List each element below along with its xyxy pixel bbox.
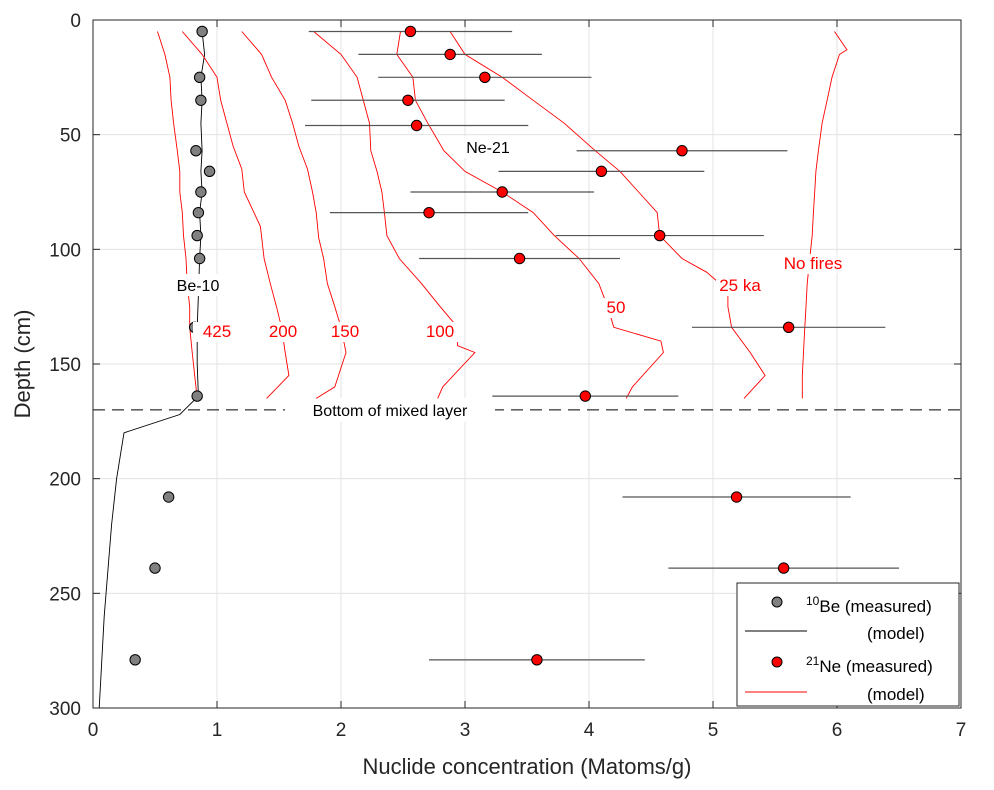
data-point bbox=[653, 229, 666, 242]
data-point bbox=[191, 229, 203, 242]
y-tick-label: 50 bbox=[60, 126, 81, 147]
curve-label: 50 bbox=[607, 298, 626, 317]
x-tick-label: 2 bbox=[336, 720, 347, 741]
be10-label: Be-10 bbox=[177, 278, 220, 295]
data-point bbox=[192, 206, 205, 219]
curve-label: 150 bbox=[331, 322, 359, 341]
ne21-label-bg bbox=[457, 136, 519, 158]
legend: 10Be (measured) (model) 21Ne (measured) … bbox=[736, 582, 960, 707]
curve-label-bg bbox=[416, 322, 464, 342]
x-tick-label: 5 bbox=[708, 720, 719, 741]
x-tick-label: 6 bbox=[832, 720, 843, 741]
data-point bbox=[162, 491, 175, 503]
legend-be10-marker bbox=[771, 596, 783, 608]
model-line bbox=[157, 31, 198, 399]
data-point bbox=[402, 94, 414, 106]
data-point bbox=[479, 71, 491, 84]
y-axis-label: Depth (cm) bbox=[10, 310, 35, 419]
curve-label: 100 bbox=[426, 322, 454, 341]
data-point bbox=[191, 390, 203, 402]
legend-be10-text: Be (measured) bbox=[819, 597, 931, 616]
data-point bbox=[129, 654, 141, 666]
curve-label-bg bbox=[592, 298, 640, 318]
y-tick-label: 200 bbox=[49, 470, 81, 491]
x-tick-label: 1 bbox=[212, 720, 223, 741]
x-tick-label: 0 bbox=[88, 720, 99, 741]
axis-ticks: 0 1 2 3 4 5 6 7 0 50 100 150 200 250 300 bbox=[49, 11, 966, 741]
data-point bbox=[423, 206, 435, 219]
y-tick-label: 0 bbox=[70, 11, 81, 32]
y-tick-label: 100 bbox=[49, 240, 81, 261]
data-point bbox=[531, 654, 543, 666]
mixed-layer: Bottom of mixed layer bbox=[93, 397, 961, 422]
curve-label-bg bbox=[259, 322, 307, 342]
data-point bbox=[496, 186, 508, 198]
mixed-layer-label: Bottom of mixed layer bbox=[313, 403, 468, 420]
model-line bbox=[313, 31, 476, 399]
legend-ne21-text: Ne (measured) bbox=[819, 657, 932, 676]
x-tick-label: 4 bbox=[584, 720, 595, 741]
data-points bbox=[129, 25, 795, 666]
curve-label: 200 bbox=[269, 322, 297, 341]
curve-label-bg bbox=[789, 254, 837, 274]
legend-ne21-measured: 21Ne (measured) bbox=[806, 654, 933, 676]
data-point bbox=[777, 562, 790, 574]
data-point bbox=[676, 145, 688, 157]
data-point bbox=[595, 165, 608, 178]
legend-ne21-marker bbox=[771, 656, 783, 668]
legend-be10-measured: 10Be (measured) bbox=[806, 594, 932, 616]
y-tick-label: 150 bbox=[49, 355, 81, 376]
curve-label: 425 bbox=[203, 322, 231, 341]
be10-label-bg bbox=[167, 274, 229, 296]
curve-label-bg bbox=[716, 276, 764, 296]
curve-label: 25 ka bbox=[719, 276, 761, 295]
data-point bbox=[410, 119, 423, 132]
data-point bbox=[444, 48, 456, 61]
legend-be10-model: (model) bbox=[867, 624, 925, 643]
curve-label-bg bbox=[193, 322, 241, 342]
data-point bbox=[195, 186, 207, 198]
data-point bbox=[782, 321, 795, 334]
x-tick-label: 7 bbox=[956, 720, 967, 741]
data-point bbox=[149, 562, 161, 574]
x-tick-label: 3 bbox=[460, 720, 471, 741]
curve-labels: 425 200 150 100 50 25 ka No fires Be-10 Ne-21 bbox=[167, 136, 842, 342]
data-point bbox=[203, 165, 216, 178]
y-tick-label: 250 bbox=[49, 584, 81, 605]
data-point bbox=[404, 25, 417, 38]
data-point bbox=[190, 145, 202, 157]
data-point bbox=[730, 491, 743, 503]
model-line bbox=[396, 31, 664, 399]
y-tick-label: 300 bbox=[49, 699, 81, 720]
legend-ne21-model: (model) bbox=[867, 685, 925, 704]
data-point bbox=[513, 252, 526, 265]
data-point bbox=[193, 71, 206, 84]
model-line bbox=[801, 31, 848, 399]
legend-ne21-sup: 21 bbox=[806, 654, 820, 668]
data-point bbox=[193, 252, 206, 265]
x-axis-label: Nuclide concentration (Matoms/g) bbox=[363, 754, 692, 779]
data-point bbox=[196, 25, 208, 38]
curve-label: No fires bbox=[784, 254, 843, 273]
curve-label-bg bbox=[321, 322, 369, 342]
data-point bbox=[195, 94, 207, 106]
ne21-label: Ne-21 bbox=[466, 140, 510, 157]
model-line bbox=[449, 31, 766, 399]
legend-be10-sup: 10 bbox=[806, 594, 820, 608]
data-point bbox=[579, 390, 591, 402]
mixed-layer-label-bg bbox=[285, 397, 495, 422]
